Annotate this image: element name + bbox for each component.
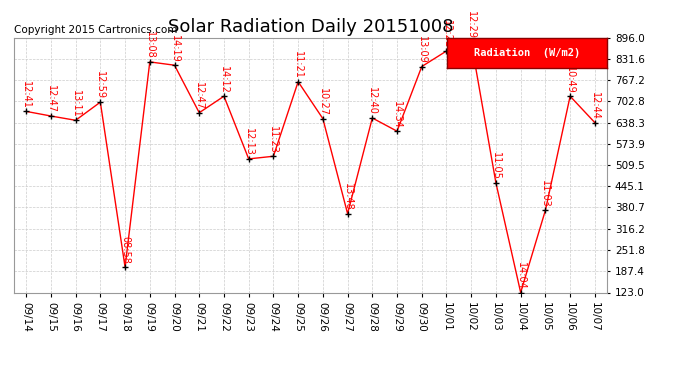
- Text: 11:05: 11:05: [491, 152, 501, 180]
- Text: 12:44: 12:44: [590, 92, 600, 120]
- Text: 14:19: 14:19: [170, 34, 179, 62]
- Text: 14:12: 14:12: [219, 66, 229, 93]
- Text: 14:04: 14:04: [515, 262, 526, 290]
- Text: 10:49: 10:49: [565, 66, 575, 93]
- Text: 12:29: 12:29: [466, 11, 476, 39]
- Text: 10:27: 10:27: [318, 88, 328, 116]
- Text: 14:34: 14:34: [392, 100, 402, 128]
- Text: 13:09: 13:09: [417, 36, 426, 64]
- Text: 12:41: 12:41: [21, 81, 31, 109]
- Title: Solar Radiation Daily 20151008: Solar Radiation Daily 20151008: [168, 18, 453, 36]
- Text: 11:03: 11:03: [540, 180, 551, 208]
- Text: 12:21: 12:21: [442, 20, 451, 48]
- Text: 13:11: 13:11: [70, 90, 81, 117]
- Text: Copyright 2015 Cartronics.com: Copyright 2015 Cartronics.com: [14, 25, 177, 35]
- Text: 13:08: 13:08: [145, 32, 155, 59]
- Text: 11:23: 11:23: [268, 126, 278, 153]
- Text: 12:40: 12:40: [367, 87, 377, 115]
- Text: 12:47: 12:47: [195, 82, 204, 110]
- Text: 12:59: 12:59: [95, 71, 106, 99]
- Text: 12:13: 12:13: [244, 128, 254, 156]
- Text: 08:58: 08:58: [120, 237, 130, 264]
- Text: 11:21: 11:21: [293, 51, 303, 79]
- Text: 12:47: 12:47: [46, 85, 56, 113]
- Text: 13:48: 13:48: [343, 183, 353, 211]
